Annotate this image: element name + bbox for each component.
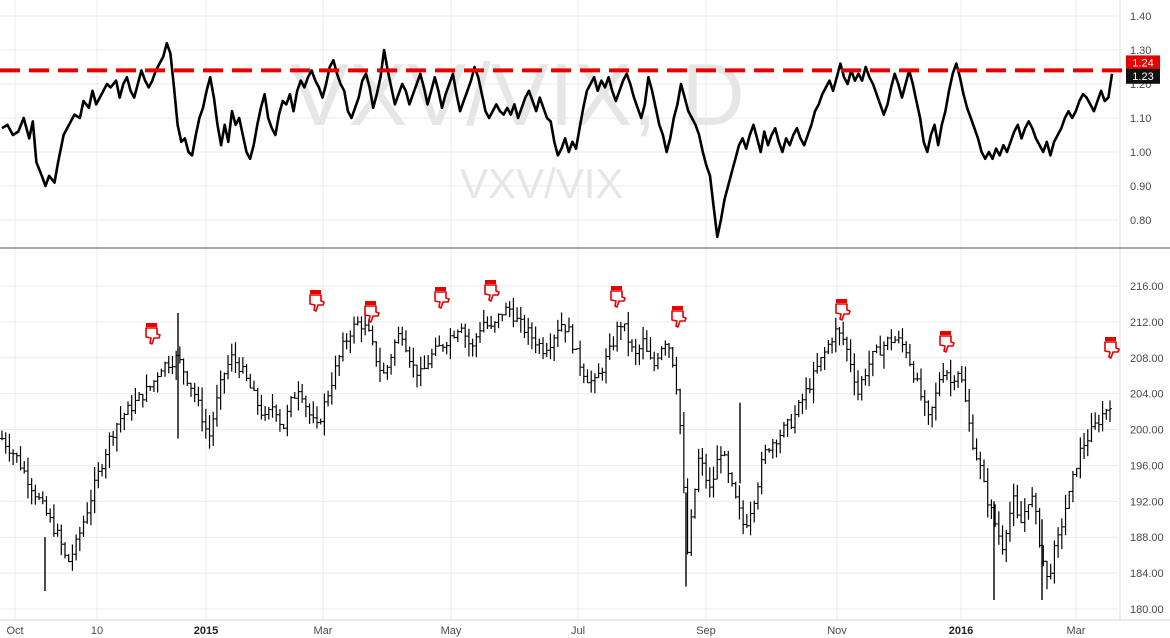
pointing-hand-icon[interactable] <box>434 287 450 309</box>
bottom-price-scale: 216.00 212.00 208.00 204.00 200.00 196.00 192.… <box>1130 281 1164 616</box>
hand-cuff <box>672 306 683 310</box>
x-tick-label: 2015 <box>194 625 218 637</box>
hand-shape <box>364 305 380 323</box>
hand-shape <box>835 303 851 321</box>
hand-shape <box>484 284 500 302</box>
top-markers <box>145 280 1120 359</box>
hand-shape <box>671 310 687 328</box>
hand-cuff <box>146 323 157 327</box>
vxv-vix-ratio-line <box>1 41 1114 239</box>
y-tick-label: 212.00 <box>1130 317 1164 329</box>
pointing-hand-icon[interactable] <box>484 280 500 302</box>
time-axis[interactable]: Oct 10 2015 Mar May Jul Sep Nov 2016 Mar <box>6 625 1085 637</box>
last-price-badge: 1.23 <box>1126 68 1160 84</box>
resistance-price-badge: 1.24 <box>1126 55 1160 71</box>
pointing-hand-icon[interactable] <box>309 290 325 312</box>
hand-shape <box>1104 341 1120 359</box>
hand-cuff <box>365 301 376 305</box>
y-tick-label: 208.00 <box>1130 353 1164 365</box>
y-tick-label: 0.90 <box>1130 181 1151 193</box>
y-tick-label: 196.00 <box>1130 460 1164 472</box>
x-tick-label: 2016 <box>949 625 973 637</box>
spy-ohlc-bars <box>0 297 1112 601</box>
hand-cuff <box>1105 337 1116 341</box>
bottom-pane-grid <box>0 285 1118 610</box>
resistance-badge-label: 1.24 <box>1132 57 1153 69</box>
watermark-secondary: VXV/VIX <box>460 160 623 207</box>
hand-cuff <box>940 331 951 335</box>
x-tick-label: Mar <box>1067 625 1086 637</box>
y-tick-label: 1.00 <box>1130 147 1151 159</box>
x-tick-label: May <box>441 625 462 637</box>
y-tick-label: 0.80 <box>1130 215 1151 227</box>
hand-shape <box>309 294 325 312</box>
pointing-hand-icon[interactable] <box>939 331 955 353</box>
x-tick-label: Nov <box>827 625 847 637</box>
price-scale-background[interactable] <box>1120 0 1170 638</box>
hand-shape <box>145 327 161 345</box>
hand-shape <box>939 335 955 353</box>
pointing-hand-icon[interactable] <box>610 286 626 308</box>
y-tick-label: 204.00 <box>1130 389 1164 401</box>
x-tick-label: Oct <box>6 625 23 637</box>
pointing-hand-icon[interactable] <box>145 323 161 345</box>
pointing-hand-icon[interactable] <box>1104 337 1120 359</box>
y-tick-label: 200.00 <box>1130 425 1164 437</box>
top-price-scale: 1.401.301.201.101.000.900.80 <box>1130 11 1151 227</box>
x-tick-label: Mar <box>314 625 333 637</box>
pointing-hand-icon[interactable] <box>671 306 687 328</box>
hand-cuff <box>435 287 446 291</box>
watermark-main: VXV/VIX, D <box>290 45 745 144</box>
x-tick-label: Jul <box>571 625 585 637</box>
y-tick-label: 192.00 <box>1130 496 1164 508</box>
y-tick-label: 1.30 <box>1130 45 1151 57</box>
y-tick-label: 188.00 <box>1130 532 1164 544</box>
y-tick-label: 216.00 <box>1130 281 1164 293</box>
hand-shape <box>610 290 626 308</box>
y-tick-label: 1.10 <box>1130 113 1151 125</box>
last-badge-bg <box>1126 68 1160 84</box>
y-tick-label: 184.00 <box>1130 568 1164 580</box>
x-tick-label: Sep <box>696 625 716 637</box>
y-tick-label: 180.00 <box>1130 604 1164 616</box>
x-tick-label: 10 <box>91 625 103 637</box>
resistance-badge-bg <box>1126 55 1160 71</box>
pointing-hand-icon[interactable] <box>364 301 380 323</box>
pointing-hand-icon[interactable] <box>835 299 851 321</box>
hand-cuff <box>310 290 321 294</box>
hand-cuff <box>611 286 622 290</box>
y-tick-label: 1.40 <box>1130 11 1151 23</box>
hand-cuff <box>836 299 847 303</box>
hand-shape <box>434 291 450 309</box>
last-badge-label: 1.23 <box>1132 71 1153 83</box>
hand-cuff <box>485 280 496 284</box>
